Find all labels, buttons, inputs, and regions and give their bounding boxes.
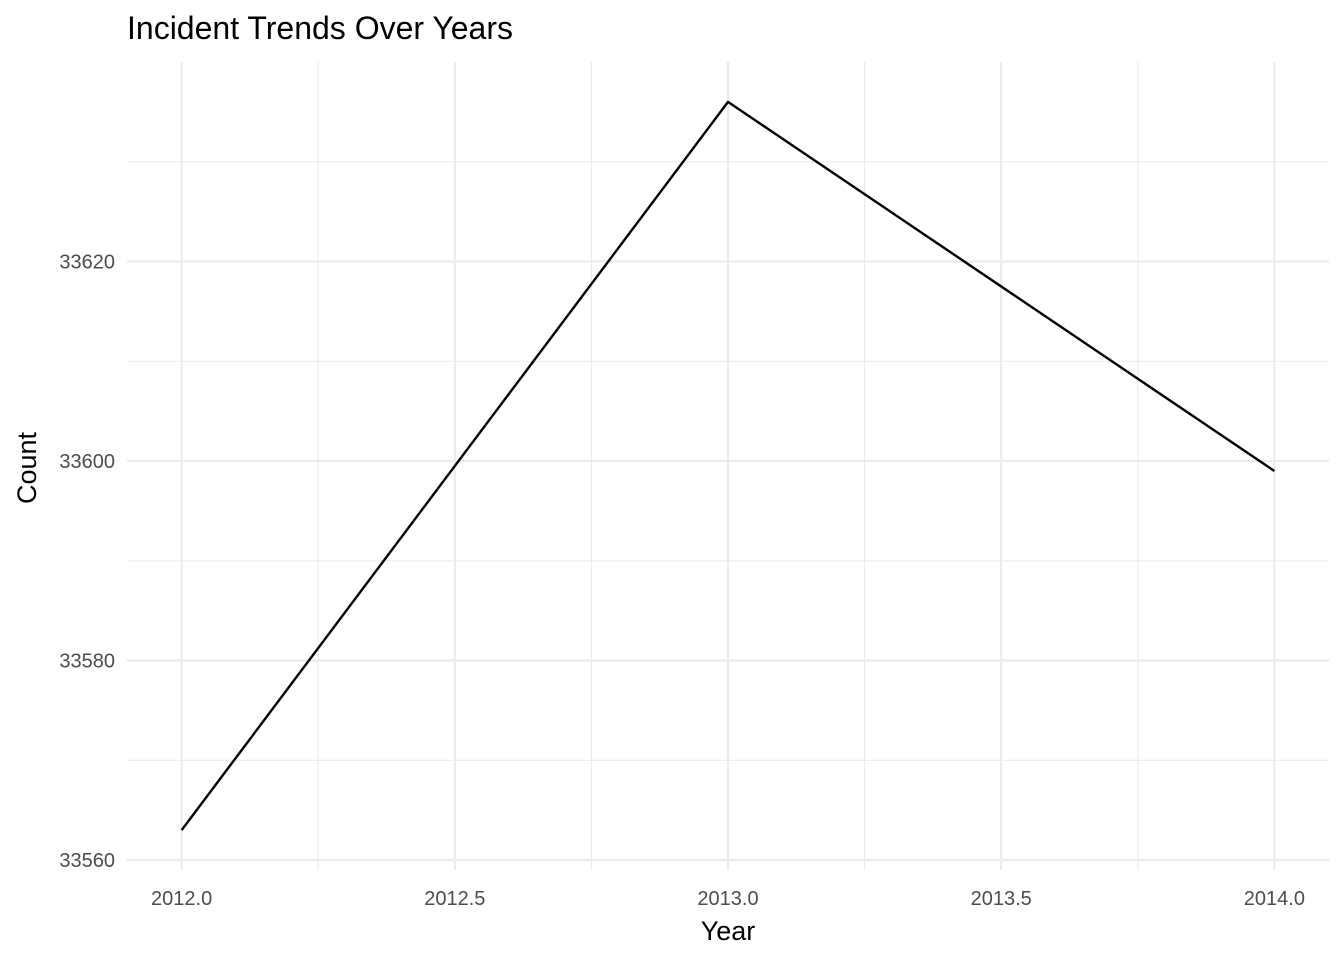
x-tick-label: 2012.5 xyxy=(424,888,485,910)
x-axis-ticks: 2012.0 2012.5 2013.0 2013.5 2014.0 xyxy=(151,888,1305,910)
x-tick-label: 2014.0 xyxy=(1244,888,1305,910)
y-tick-label: 33580 xyxy=(59,651,115,673)
y-tick-label: 33560 xyxy=(59,850,115,872)
series-layer xyxy=(180,100,1276,831)
x-tick-label: 2013.5 xyxy=(971,888,1032,910)
series-line xyxy=(180,100,1276,831)
x-axis-title: Year xyxy=(701,916,756,946)
x-tick-label: 2013.0 xyxy=(697,888,758,910)
x-tick-label: 2012.0 xyxy=(151,888,212,910)
y-tick-label: 33620 xyxy=(59,252,115,274)
major-gridlines xyxy=(127,62,1329,870)
y-axis-ticks: 33560 33580 33600 33620 xyxy=(59,252,115,873)
y-tick-label: 33600 xyxy=(59,451,115,473)
chart-title: Incident Trends Over Years xyxy=(127,10,513,46)
y-axis-title: Count xyxy=(12,431,42,504)
